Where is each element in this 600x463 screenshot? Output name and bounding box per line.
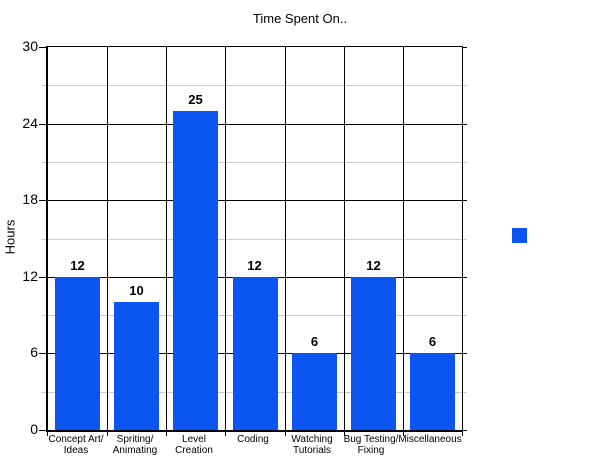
bar	[114, 302, 159, 430]
column-separator	[402, 47, 404, 430]
bar-value-label: 12	[247, 258, 262, 273]
y-minor-tick	[41, 161, 46, 163]
y-major-tick	[39, 429, 46, 431]
column-separator	[284, 47, 286, 430]
chart-title: Time Spent On..	[252, 11, 348, 26]
y-minor-tick-right	[463, 84, 467, 86]
y-minor-tick	[41, 238, 46, 240]
column-separator	[224, 47, 226, 430]
x-tick-label: Concept Art/ Ideas	[48, 434, 104, 456]
bar	[292, 353, 337, 430]
bar-value-label: 6	[310, 334, 319, 349]
x-boundary-tick	[106, 430, 108, 436]
y-tick-label: 30	[22, 38, 38, 54]
x-tick-label: Spriting/ Animating	[112, 434, 158, 456]
y-minor-tick-right	[463, 238, 467, 240]
x-boundary-tick	[224, 430, 226, 436]
gridline-minor	[48, 84, 462, 86]
bar	[410, 353, 455, 430]
x-boundary-tick	[343, 430, 345, 436]
y-minor-tick-right	[463, 161, 467, 163]
y-major-tick	[39, 123, 46, 125]
gridline-minor	[48, 238, 462, 240]
y-major-tick	[39, 276, 46, 278]
y-minor-tick	[41, 391, 46, 393]
y-minor-tick	[41, 314, 46, 316]
x-tick-label: Level Creation	[175, 434, 213, 456]
y-major-tick-right	[463, 352, 467, 354]
bar-value-label: 10	[129, 283, 144, 298]
y-minor-tick-right	[463, 391, 467, 393]
x-tick-label: Watching Tutorials	[291, 434, 333, 456]
y-major-tick-right	[463, 276, 467, 278]
y-major-tick-right	[463, 199, 467, 201]
y-axis-title: Hours	[2, 219, 18, 255]
bar	[351, 277, 396, 430]
y-tick-label: 6	[30, 344, 38, 360]
legend-swatch	[512, 228, 527, 243]
x-boundary-tick	[462, 430, 463, 436]
gridline-major	[48, 199, 462, 201]
column-separator	[165, 47, 167, 430]
x-tick-label: Miscellaneous	[398, 434, 462, 445]
y-major-tick-right	[463, 429, 467, 431]
bar-value-label: 6	[428, 334, 437, 349]
y-major-tick	[39, 199, 46, 201]
x-boundary-tick	[165, 430, 167, 436]
bar	[173, 111, 218, 430]
column-separator	[343, 47, 345, 430]
y-minor-tick	[41, 84, 46, 86]
y-major-tick	[39, 352, 46, 354]
bar-value-label: 12	[70, 258, 85, 273]
x-tick-label: Bug Testing/ Fixing	[343, 434, 399, 456]
bar	[233, 277, 278, 430]
y-minor-tick-right	[463, 314, 467, 316]
y-tick-label: 12	[22, 268, 38, 284]
y-major-tick-right	[463, 123, 467, 125]
gridline-minor	[48, 161, 462, 163]
x-boundary-tick	[47, 430, 48, 436]
y-major-tick	[39, 46, 46, 48]
y-tick-label: 0	[30, 421, 38, 437]
bar	[55, 277, 100, 430]
y-tick-label: 24	[22, 115, 38, 131]
gridline-major	[48, 123, 462, 125]
bar-value-label: 12	[366, 258, 381, 273]
x-boundary-tick	[284, 430, 286, 436]
y-major-tick-right	[463, 46, 467, 48]
bar-value-label: 25	[188, 92, 203, 107]
x-tick-label: Coding	[237, 434, 269, 445]
plot-area: 12 10 25 12 6 12 6	[39, 46, 467, 436]
y-tick-label: 18	[22, 191, 38, 207]
x-boundary-tick	[402, 430, 404, 436]
column-separator	[106, 47, 108, 430]
